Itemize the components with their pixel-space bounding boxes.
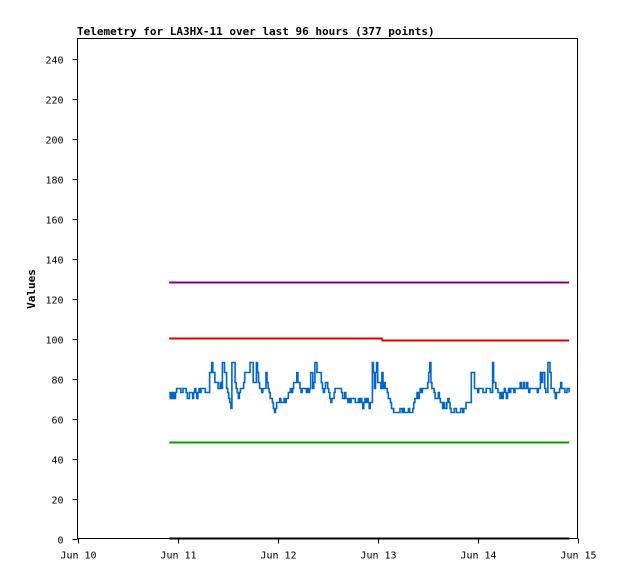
series-line-3 <box>169 361 570 414</box>
y-tick-label: 60 <box>51 416 63 427</box>
y-tick-label: 0 <box>57 536 63 547</box>
series-layer <box>169 281 570 540</box>
x-tick-label: Jun 12 <box>260 551 296 562</box>
y-axis: 0 20 40 60 80 100 120 140 160 180 200 220 240 <box>45 56 78 547</box>
y-axis-label: Values <box>25 269 38 309</box>
y-tick-label: 100 <box>45 336 63 347</box>
x-axis: Jun 10 Jun 11 Jun 12 Jun 13 Jun 14 Jun 15 <box>60 538 597 562</box>
chart-title: Telemetry for LA3HX-11 over last 96 hour… <box>77 25 435 38</box>
y-tick-label: 80 <box>51 376 63 387</box>
plot-frame <box>77 38 578 539</box>
y-tick-label: 180 <box>45 176 63 187</box>
y-tick-label: 200 <box>45 136 63 147</box>
y-tick-label: 20 <box>51 496 63 507</box>
y-tick-label: 240 <box>45 56 63 67</box>
x-tick-label: Jun 13 <box>360 551 396 562</box>
x-tick-label: Jun 15 <box>560 551 596 562</box>
y-tick-label: 160 <box>45 216 63 227</box>
y-tick-label: 40 <box>51 456 63 467</box>
x-tick-label: Jun 11 <box>160 551 196 562</box>
x-tick-label: Jun 10 <box>60 551 96 562</box>
x-tick-label: Jun 14 <box>460 551 496 562</box>
y-tick-label: 140 <box>45 256 63 267</box>
y-tick-label: 120 <box>45 296 63 307</box>
series-line-2 <box>169 337 570 342</box>
y-tick-label: 220 <box>45 96 63 107</box>
